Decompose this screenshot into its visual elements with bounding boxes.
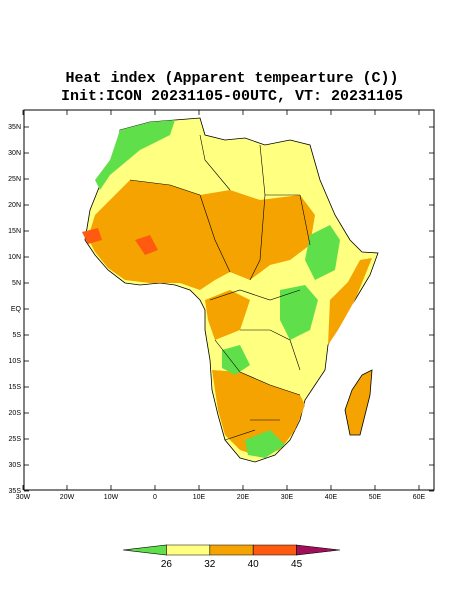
orange-region bbox=[88, 180, 315, 290]
lon-tick-label: 20E bbox=[237, 494, 250, 501]
lon-tick-label: 30W bbox=[16, 494, 31, 501]
green-region bbox=[245, 430, 285, 458]
colorbar: 26 32 40 45 bbox=[122, 544, 341, 570]
lon-tick-label: 0 bbox=[153, 494, 157, 501]
green-region bbox=[305, 225, 340, 280]
ticks: 30W 20W 10W 0 10E 20E 30E 40E 50E 60E 35N 30N 25N 20N… bbox=[8, 110, 434, 501]
borders bbox=[129, 134, 311, 441]
lon-tick-label: 10W bbox=[104, 494, 119, 501]
colorbar-label: 40 bbox=[248, 559, 260, 570]
lat-tick-label: 5N bbox=[12, 280, 21, 287]
lat-tick-label: 20N bbox=[8, 202, 21, 209]
lat-tick-label: 20S bbox=[9, 410, 22, 417]
lon-tick-label: 30E bbox=[281, 494, 294, 501]
subtitle: Init:ICON 20231105-00UTC, VT: 20231105 bbox=[61, 88, 403, 105]
green-region bbox=[222, 345, 250, 375]
colorbar-segment bbox=[166, 544, 211, 556]
colorbar-segment bbox=[252, 544, 297, 556]
lat-tick-label: 25S bbox=[9, 436, 22, 443]
border-lines bbox=[129, 134, 311, 441]
lat-tick-label: 25N bbox=[8, 176, 21, 183]
lat-tick-label: 35S bbox=[9, 488, 22, 495]
colorbar-label: 32 bbox=[204, 559, 216, 570]
lon-tick-label: 50E bbox=[369, 494, 382, 501]
colorbar-segment bbox=[296, 544, 341, 556]
title: Heat index (Apparent tempearture (C)) bbox=[65, 70, 398, 87]
colorbar-segment bbox=[122, 544, 167, 556]
colorbar-label: 26 bbox=[161, 559, 173, 570]
lat-tick-label: 10N bbox=[8, 254, 21, 261]
lon-tick-label: 60E bbox=[413, 494, 426, 501]
orange-region bbox=[328, 258, 372, 345]
colorbar-segment bbox=[209, 544, 254, 556]
lat-tick-label: 35N bbox=[8, 124, 21, 131]
lat-tick-label: 15S bbox=[9, 384, 22, 391]
lat-tick-label: EQ bbox=[11, 306, 22, 313]
lon-tick-label: 10E bbox=[193, 494, 206, 501]
red-region bbox=[82, 228, 102, 244]
lon-tick-label: 20W bbox=[60, 494, 75, 501]
orange-region bbox=[205, 290, 250, 340]
red-region bbox=[135, 235, 158, 255]
lat-tick-label: 15N bbox=[8, 228, 21, 235]
frame bbox=[23, 109, 435, 491]
lon-tick-label: 40E bbox=[325, 494, 338, 501]
lat-tick-label: 30N bbox=[8, 150, 21, 157]
map-area bbox=[23, 109, 435, 491]
green-region bbox=[280, 285, 318, 340]
lat-tick-label: 10S bbox=[9, 358, 22, 365]
colorbar-label: 45 bbox=[291, 559, 303, 570]
lat-tick-label: 5S bbox=[12, 332, 21, 339]
orange-region bbox=[212, 370, 305, 455]
green-region bbox=[95, 120, 175, 190]
madagascar bbox=[344, 369, 373, 436]
lat-tick-label: 30S bbox=[9, 462, 22, 469]
